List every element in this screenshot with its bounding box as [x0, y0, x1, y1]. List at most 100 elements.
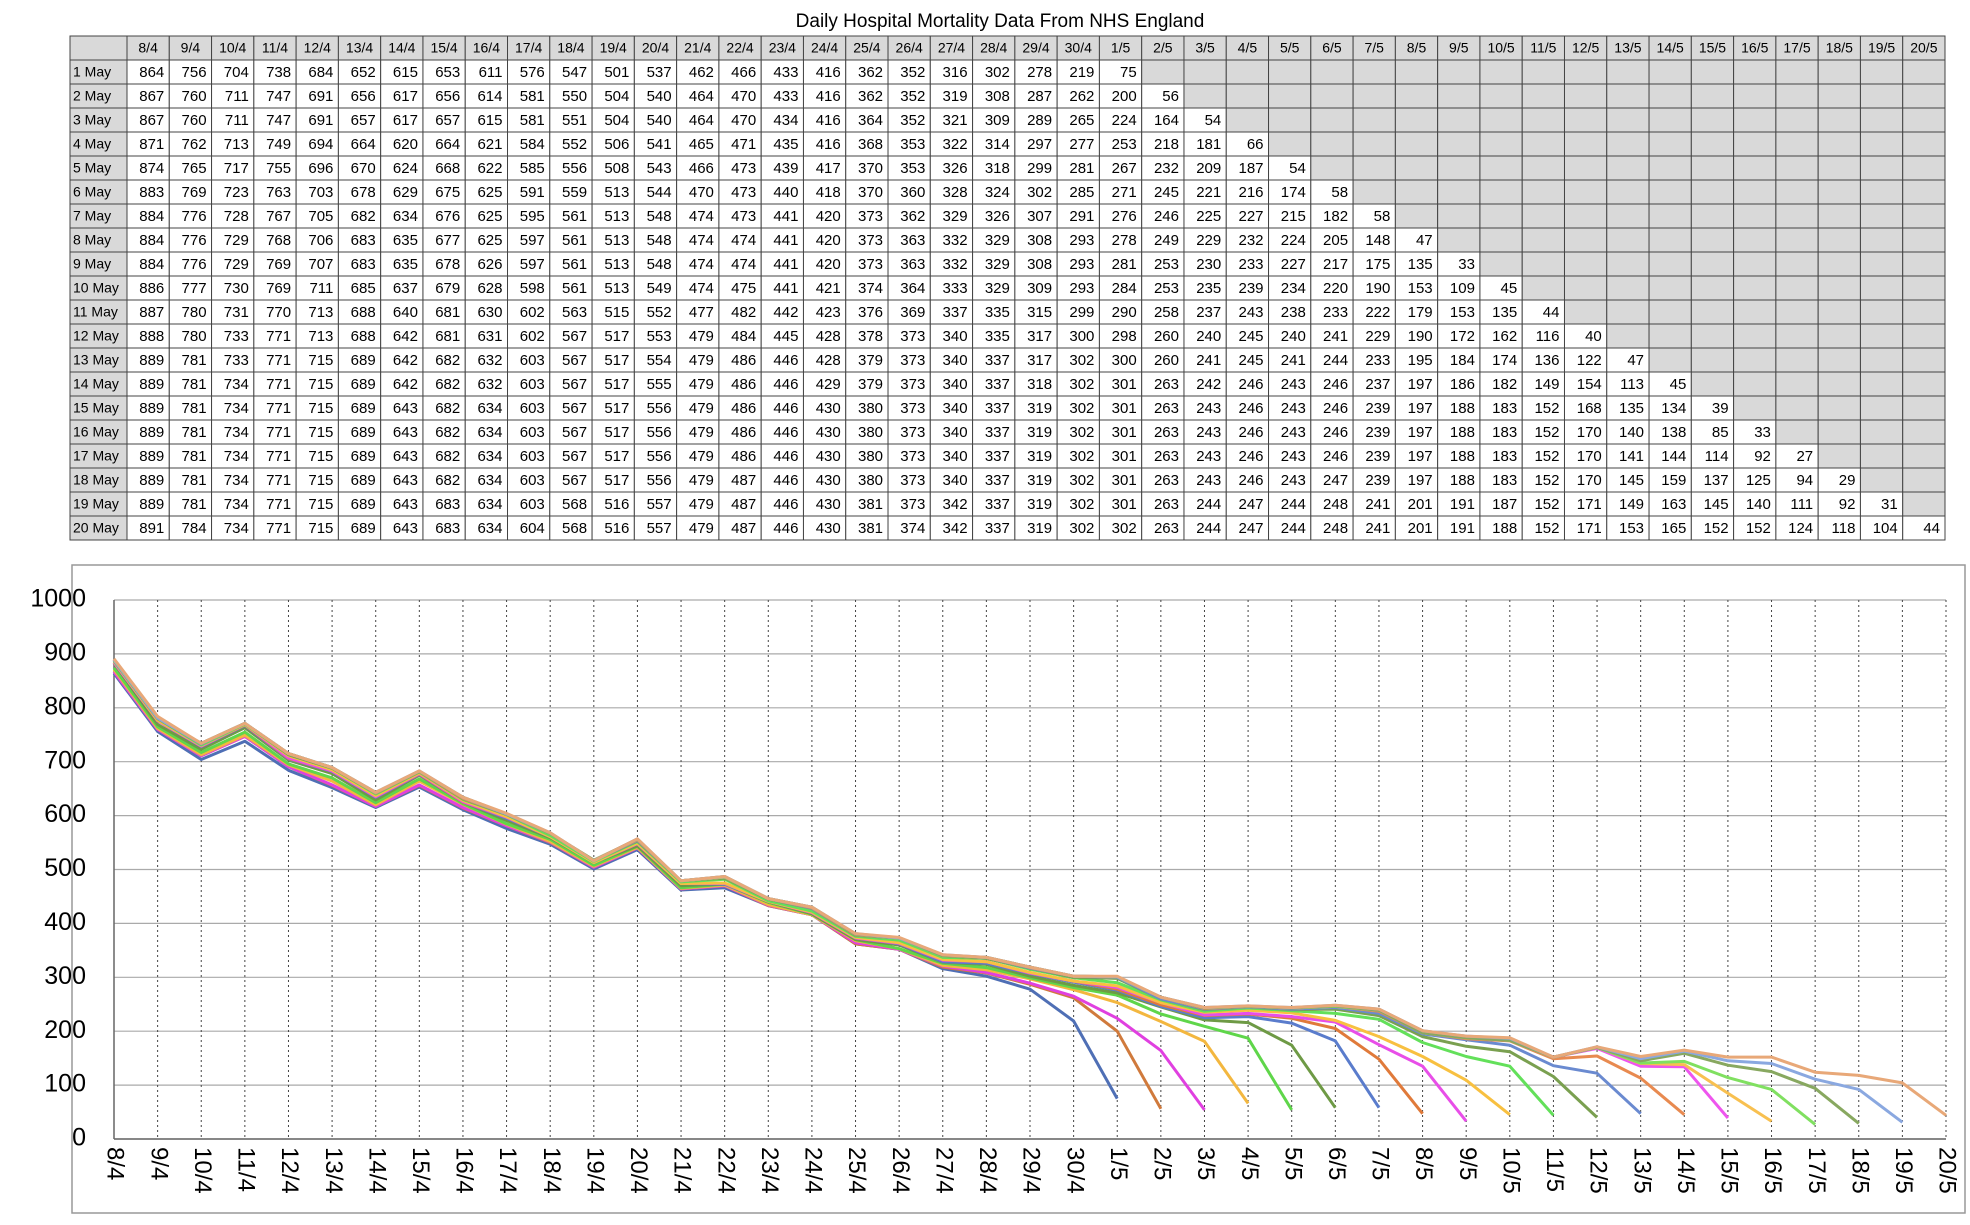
cell-value: 445 [773, 328, 798, 345]
cell-value: 253 [1154, 256, 1179, 273]
table-cell [1775, 155, 1819, 181]
x-tick-label: 8/5 [1410, 1147, 1437, 1180]
cell-value: 332 [943, 256, 968, 273]
table-cell [1733, 107, 1777, 133]
y-tick-label: 1000 [30, 585, 86, 613]
cell-value: 137 [1704, 472, 1729, 489]
cell-value: 302 [1027, 184, 1052, 201]
row-label: 14 May [73, 376, 119, 392]
cell-value: 54 [1289, 160, 1306, 177]
table-cell [1225, 275, 1270, 301]
table-cell [1606, 83, 1650, 109]
cell-value: 340 [943, 472, 968, 489]
cell-value: 300 [1069, 328, 1094, 345]
cell-value: 563 [562, 304, 587, 321]
table-cell [1394, 203, 1439, 229]
cell-value: 373 [900, 352, 925, 369]
cell-value: 244 [1196, 496, 1221, 513]
cell-value: 340 [943, 328, 968, 345]
x-tick-label: 14/5 [1672, 1147, 1699, 1194]
cell-value: 684 [308, 64, 333, 81]
y-tick-label: 400 [44, 908, 86, 936]
cell-value: 230 [1196, 256, 1221, 273]
cell-value: 225 [1196, 208, 1221, 225]
cell-value: 466 [731, 64, 756, 81]
cell-value: 643 [393, 424, 418, 441]
cell-value: 635 [393, 256, 418, 273]
table-cell [507, 59, 551, 85]
cell-value: 342 [943, 520, 968, 537]
x-tick-label: 7/5 [1367, 1147, 1394, 1180]
cell-value: 140 [1746, 496, 1771, 513]
cell-value: 603 [520, 448, 545, 465]
cell-value: 634 [477, 448, 502, 465]
table-cell [1225, 179, 1270, 205]
cell-value: 190 [1365, 280, 1390, 297]
cell-value: 513 [604, 280, 629, 297]
cell-value: 559 [562, 184, 587, 201]
cell-value: 315 [1027, 304, 1052, 321]
cell-value: 688 [351, 328, 376, 345]
cell-value: 656 [435, 88, 460, 105]
cell-value: 376 [858, 304, 883, 321]
cell-value: 487 [731, 472, 756, 489]
cell-value: 329 [943, 208, 968, 225]
table-cell [591, 299, 635, 325]
cell-value: 441 [773, 256, 798, 273]
cell-value: 770 [266, 304, 291, 321]
cell-value: 58 [1374, 208, 1391, 225]
cell-value: 152 [1704, 520, 1729, 537]
cell-value: 513 [604, 256, 629, 273]
table-cell [464, 251, 509, 277]
cell-value: 635 [393, 232, 418, 249]
cell-value: 602 [520, 304, 545, 321]
cell-value: 174 [1492, 352, 1517, 369]
cell-value: 668 [435, 160, 460, 177]
row-label: 8 May [73, 232, 111, 248]
table-cell [1859, 371, 1904, 397]
table-cell [1437, 251, 1481, 277]
x-tick-label: 2/5 [1149, 1147, 1176, 1180]
table-cell [1859, 131, 1904, 157]
cell-value: 322 [943, 136, 968, 153]
column-header: 14/4 [388, 40, 415, 56]
cell-value: 319 [1027, 496, 1052, 513]
cell-value: 45 [1670, 376, 1687, 393]
table-cell [422, 179, 466, 205]
x-tick-label: 13/5 [1628, 1147, 1655, 1194]
row-label: 10 May [73, 280, 119, 296]
header-cell [380, 35, 424, 61]
cell-value: 337 [985, 448, 1010, 465]
table-cell [1648, 155, 1692, 181]
cell-value: 657 [351, 112, 376, 129]
cell-value: 301 [1112, 472, 1137, 489]
cell-value: 197 [1408, 376, 1433, 393]
table-cell [1521, 227, 1565, 253]
table-cell [1690, 59, 1735, 85]
cell-value: 567 [562, 424, 587, 441]
table-cell [1310, 107, 1354, 133]
cell-value: 441 [773, 208, 798, 225]
cell-value: 360 [900, 184, 925, 201]
table-cell [295, 59, 339, 85]
table-cell [760, 203, 804, 229]
table-cell [1183, 131, 1227, 157]
cell-value: 183 [1492, 424, 1517, 441]
column-header: 9/5 [1449, 40, 1469, 56]
cell-value: 597 [520, 232, 545, 249]
cell-value: 446 [773, 472, 798, 489]
table-cell [1563, 299, 1608, 325]
table-cell [1352, 83, 1396, 109]
table-cell [1098, 251, 1143, 277]
cell-value: 486 [731, 352, 756, 369]
table-cell [168, 179, 213, 205]
cell-value: 771 [266, 448, 291, 465]
table-cell [1394, 107, 1439, 133]
cell-value: 309 [1027, 280, 1052, 297]
row-label: 15 May [73, 400, 119, 416]
cell-value: 243 [1239, 304, 1264, 321]
table-cell [295, 83, 339, 109]
cell-value: 771 [266, 328, 291, 345]
cell-value: 767 [266, 208, 291, 225]
cell-value: 239 [1365, 448, 1390, 465]
